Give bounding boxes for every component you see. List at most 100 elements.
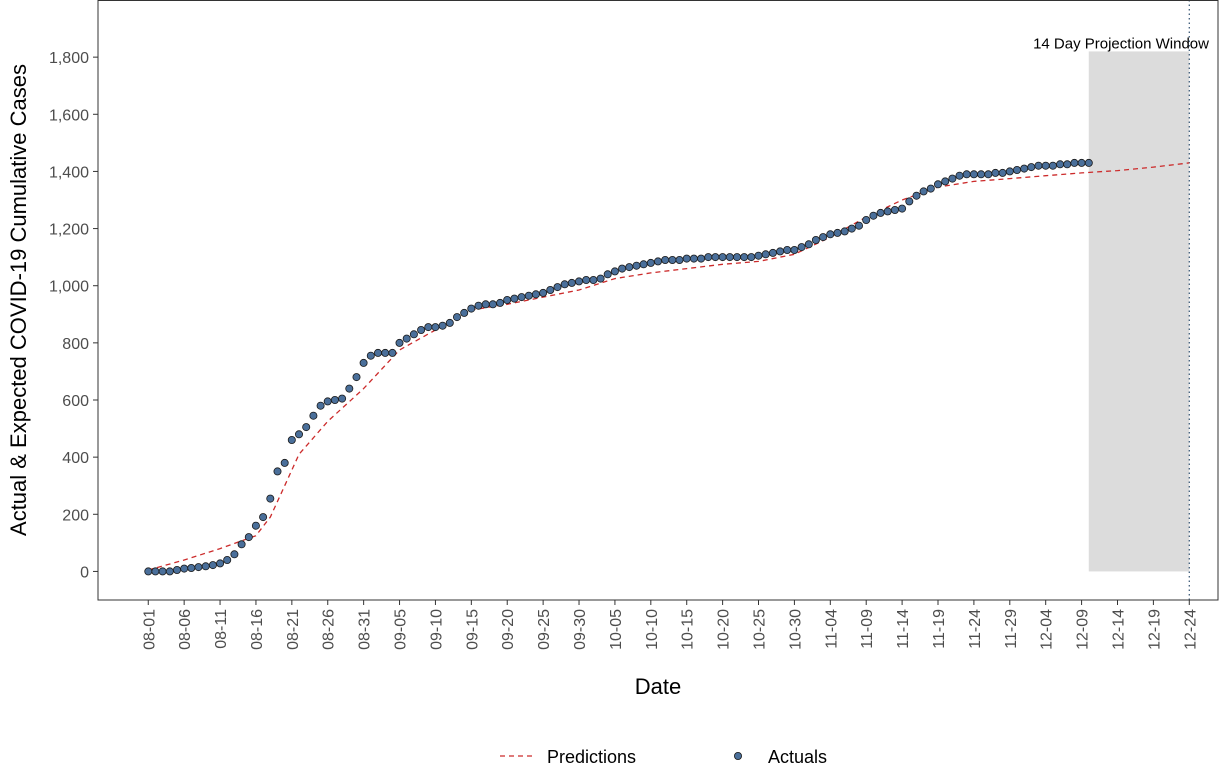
actual-point — [862, 215, 871, 224]
actual-point — [948, 174, 957, 183]
actual-point — [503, 295, 512, 304]
actual-point — [481, 300, 490, 309]
legend-actuals-label: Actuals — [768, 747, 827, 767]
actual-point — [431, 323, 440, 332]
x-tick-label: 10-10 — [644, 609, 661, 650]
actual-point — [725, 253, 734, 262]
actual-point — [675, 255, 684, 264]
actual-point — [259, 513, 268, 522]
actual-point — [158, 567, 167, 576]
actual-point — [740, 253, 749, 262]
actual-point — [768, 248, 777, 257]
actual-point — [539, 288, 548, 297]
actual-point — [905, 197, 914, 206]
x-tick-label: 08-11 — [213, 609, 230, 649]
actual-point — [280, 458, 289, 467]
x-tick-label: 12-04 — [1039, 609, 1056, 650]
actual-point — [625, 263, 634, 272]
actual-point — [359, 358, 368, 367]
actual-point — [438, 321, 447, 330]
actual-point — [216, 559, 225, 568]
actual-point — [1048, 161, 1057, 170]
actual-point — [969, 170, 978, 179]
x-tick-label: 08-06 — [177, 609, 194, 650]
actual-point — [984, 170, 993, 179]
actual-point — [165, 567, 174, 576]
actual-point — [955, 171, 964, 180]
actual-point — [1013, 165, 1022, 174]
actual-point — [840, 227, 849, 236]
x-tick-label: 09-25 — [536, 609, 553, 650]
actual-point — [1034, 161, 1043, 170]
x-tick-label: 12-19 — [1146, 609, 1163, 650]
actual-point — [704, 253, 713, 262]
y-tick-label: 1,200 — [49, 222, 89, 239]
actual-point — [531, 290, 540, 299]
actual-point — [474, 301, 483, 310]
y-axis-title: Actual & Expected COVID-19 Cumulative Ca… — [6, 64, 31, 536]
x-tick-label: 08-01 — [141, 609, 158, 650]
actual-point — [733, 253, 742, 262]
actual-point — [869, 211, 878, 220]
actual-point — [395, 338, 404, 347]
actual-point — [553, 283, 562, 292]
actual-point — [309, 411, 318, 420]
y-tick-label: 200 — [62, 507, 89, 524]
actual-point — [811, 235, 820, 244]
actual-point — [668, 255, 677, 264]
actual-point — [144, 567, 153, 576]
actual-point — [876, 208, 885, 217]
y-tick-label: 1,600 — [49, 107, 89, 124]
actual-point — [883, 207, 892, 216]
actual-point — [237, 540, 246, 549]
actual-point — [417, 325, 426, 334]
actual-point — [445, 318, 454, 327]
actual-point — [790, 245, 799, 254]
actual-point — [898, 204, 907, 213]
x-tick-label: 11-24 — [967, 609, 984, 649]
actual-point — [409, 330, 418, 339]
x-tick-label: 11-29 — [1003, 609, 1020, 649]
actual-point — [998, 168, 1007, 177]
x-tick-label: 09-05 — [393, 609, 410, 650]
actual-point — [266, 494, 275, 503]
actual-point — [697, 254, 706, 263]
projection-band — [1088, 51, 1190, 572]
y-tick-label: 400 — [62, 450, 89, 467]
x-tick-label: 09-15 — [464, 609, 481, 650]
actual-point — [402, 334, 411, 343]
x-axis-title: Date — [635, 674, 681, 699]
actual-point — [1027, 163, 1036, 172]
x-tick-label: 09-20 — [500, 609, 517, 650]
actual-point — [1070, 158, 1079, 167]
x-tick-label: 11-14 — [895, 609, 912, 649]
x-tick-label: 10-05 — [608, 609, 625, 650]
actual-point — [251, 521, 260, 530]
actual-point — [1077, 158, 1086, 167]
actual-point — [962, 170, 971, 179]
actual-point — [424, 323, 433, 332]
actual-point — [632, 261, 641, 270]
actual-point — [646, 258, 655, 267]
actual-point — [194, 563, 203, 572]
actual-point — [352, 373, 361, 382]
actual-point — [1005, 167, 1014, 176]
actual-point — [776, 247, 785, 256]
actual-point — [546, 285, 555, 294]
prediction-line — [148, 162, 1190, 571]
actual-point — [797, 243, 806, 252]
actual-point — [610, 267, 619, 276]
x-tick-label: 10-15 — [680, 609, 697, 650]
x-axis: 08-01 08-06 08-11 08-16 08-21 08-26 08-31 09-05… — [141, 600, 1199, 650]
actual-point — [524, 291, 533, 300]
actual-point — [718, 253, 727, 262]
actual-point — [244, 533, 253, 542]
actual-point — [711, 253, 720, 262]
x-tick-label: 08-26 — [321, 609, 338, 650]
projection-window-label: 14 Day Projection Window — [1033, 35, 1209, 52]
actual-point — [941, 177, 950, 186]
actual-point — [819, 233, 828, 242]
x-tick-label: 09-30 — [572, 609, 589, 650]
actual-point — [977, 170, 986, 179]
